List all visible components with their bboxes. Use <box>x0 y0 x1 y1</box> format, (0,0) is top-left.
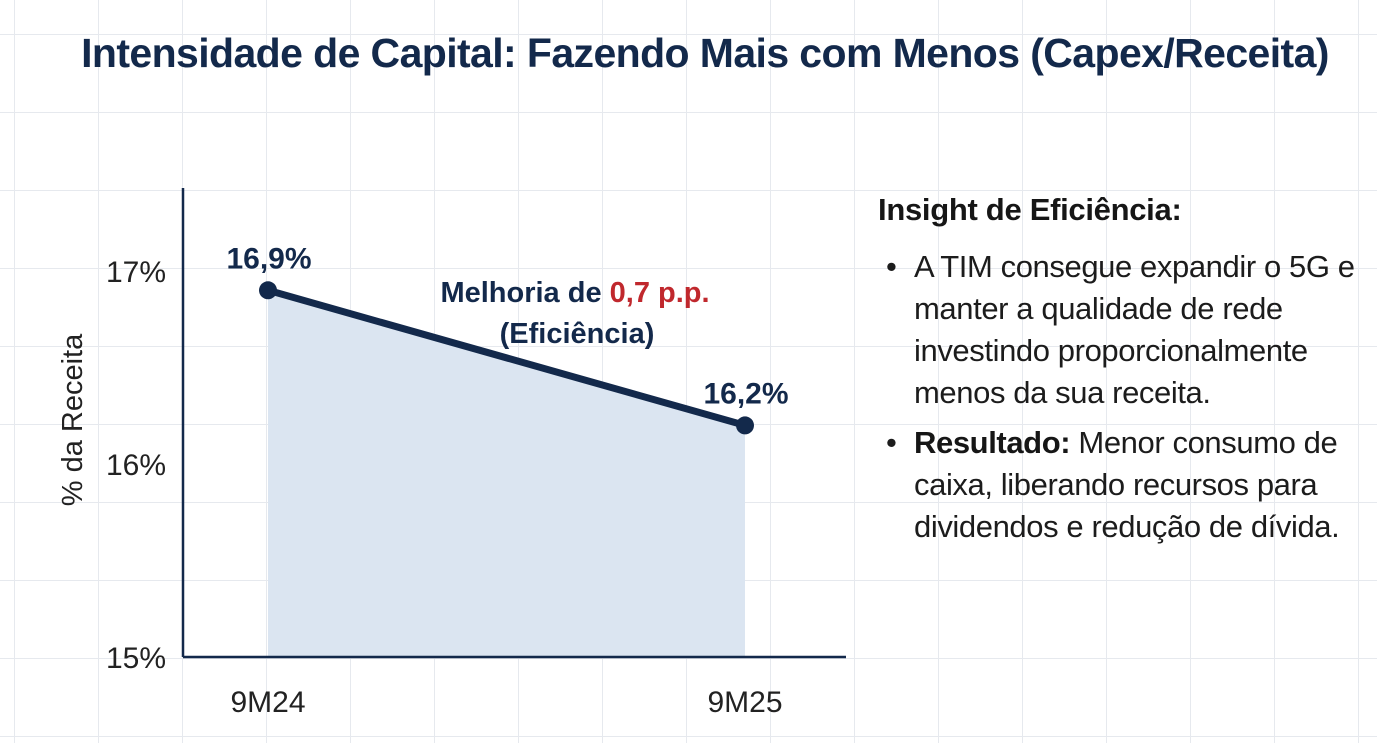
data-labels: 16,9% 16,2% <box>226 242 788 410</box>
bullet-2-bold: Resultado: <box>914 425 1071 460</box>
y-tick-label: 16% <box>106 449 166 482</box>
series-line <box>264 286 749 429</box>
data-point <box>736 416 754 435</box>
x-tick-label: 9M24 <box>230 686 305 719</box>
data-point <box>259 281 277 300</box>
annotation-prefix: Melhoria de <box>440 277 609 309</box>
chart-title: Intensidade de Capital: Fazendo Mais com… <box>81 30 1329 76</box>
insight-bullet-1: • A TIM consegue expandir o 5G e manter … <box>878 246 1358 414</box>
bullet-dot: • <box>886 425 897 460</box>
annotation-line-2: (Eficiência) <box>500 318 655 350</box>
data-label: 16,2% <box>703 377 788 410</box>
y-tick-label: 15% <box>106 642 166 675</box>
bullet-2-text: Menor consumo de caixa, liberando recurs… <box>914 425 1340 544</box>
y-tick-label: 17% <box>106 256 166 289</box>
data-points <box>259 281 754 435</box>
insight-panel: Insight de Eficiência: • A TIM consegue … <box>878 192 1358 556</box>
bullet-1-text: A TIM consegue expandir o 5G e manter a … <box>914 249 1355 410</box>
line-area-chart: 15%16%17% 9M24 9M25 % da Receita 16,9%16,… <box>57 188 846 719</box>
y-tick-labels: 15% 16% 17% <box>106 256 166 675</box>
insight-bullet-2: • Resultado: Menor consumo de caixa, lib… <box>878 422 1358 548</box>
area-fill <box>268 290 745 657</box>
annotation-line-1: Melhoria de 0,7 p.p. <box>440 277 709 309</box>
annotation-highlight: 0,7 p.p. <box>610 277 710 309</box>
x-tick-label: 9M25 <box>707 686 782 719</box>
bullet-dot: • <box>886 249 897 284</box>
y-axis-label: % da Receita <box>57 333 89 506</box>
data-label: 16,9% <box>226 242 311 275</box>
insight-title: Insight de Eficiência: <box>878 192 1182 227</box>
x-tick-labels: 9M24 9M25 <box>230 686 782 719</box>
